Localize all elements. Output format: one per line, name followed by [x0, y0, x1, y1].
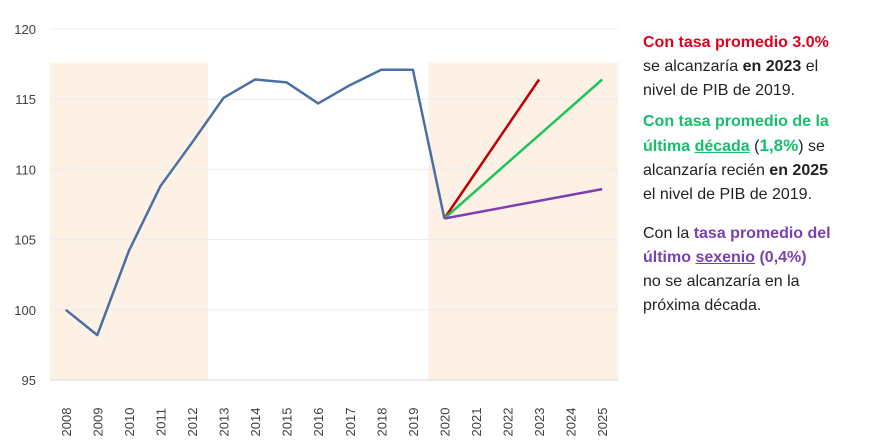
shaded-period-0 [49, 62, 209, 381]
annotation-3-0-line3: nivel de PIB de 2019. [643, 82, 796, 99]
annotation-text: último [643, 249, 696, 266]
x-tick-label: 2025 [595, 408, 610, 437]
series-line-tasa_0_4 [444, 187, 603, 220]
series-line-tasa_1_8 [443, 78, 604, 220]
annotation-3-0: Con tasa promedio 3.0% se alcanzaría en … [643, 31, 883, 103]
x-tick-label: 2023 [532, 408, 547, 437]
x-tick-label: 2019 [406, 408, 421, 437]
shaded-periods [49, 62, 619, 381]
x-tick-label: 2017 [343, 408, 358, 437]
annotation-year: en 2023 [742, 58, 802, 75]
annotation-1-8-line3: alcanzaría recién en 2025 [643, 159, 883, 183]
x-axis-ticks: 2008 2009 2010 2011 2012 2013 2014 2015 2016 2017… [59, 408, 610, 437]
x-tick-label: 2015 [280, 408, 295, 437]
x-tick-label: 2024 [564, 408, 579, 437]
annotation-3-0-line2: se alcanzaría en 2023 el [643, 55, 883, 79]
gridlines [50, 28, 618, 381]
x-tick-label: 2014 [248, 408, 263, 437]
annotation-1-8-line2: última década (1,8%) se [643, 134, 883, 159]
x-tick-label: 2013 [217, 408, 232, 437]
shaded-period-1 [428, 62, 619, 381]
annotation-0-4: Con la tasa promedio del último sexenio … [643, 222, 883, 318]
annotation-text: Con la [643, 225, 694, 242]
y-tick-label: 100 [14, 303, 36, 318]
x-tick-label: 2009 [90, 408, 105, 437]
annotation-year: en 2025 [769, 162, 829, 179]
annotation-1-8-title: Con tasa promedio de la [643, 113, 829, 130]
annotation-rate: 1,8% [759, 136, 799, 155]
annotation-1-8: Con tasa promedio de la última década (1… [643, 110, 883, 207]
x-tick-label: 2018 [374, 408, 389, 437]
x-tick-label: 2022 [501, 408, 516, 437]
annotation-text: el [801, 58, 819, 75]
annotation-title: tasa promedio del [693, 225, 831, 242]
y-tick-label: 95 [22, 373, 36, 388]
series-line-tasa_3_0 [443, 78, 541, 220]
series-line-historico [65, 68, 446, 337]
x-tick-label: 2010 [122, 408, 137, 437]
x-tick-label: 2020 [437, 408, 452, 437]
y-tick-label: 115 [15, 92, 36, 107]
annotation-rate: (0,4%) [755, 249, 807, 266]
annotation-text: ( [749, 138, 760, 155]
annotation-0-4-line2: último sexenio (0,4%) [643, 246, 883, 270]
x-tick-label: 2008 [59, 408, 74, 437]
y-tick-label: 105 [14, 233, 36, 248]
annotation-sexenio: sexenio [695, 249, 756, 266]
y-tick-label: 120 [14, 22, 36, 37]
x-tick-label: 2012 [185, 408, 200, 437]
y-tick-label: 110 [15, 162, 36, 177]
annotation-text: se alcanzaría [643, 58, 743, 75]
annotation-0-4-line4: próxima década. [643, 297, 762, 314]
annotation-3-0-title: Con tasa promedio 3.0% [643, 34, 829, 51]
annotation-0-4-line3: no se alcanzaría en la [643, 273, 800, 290]
annotation-text: alcanzaría recién [643, 162, 770, 179]
series-lines [65, 68, 604, 337]
annotation-0-4-line1: Con la tasa promedio del [643, 222, 883, 246]
annotation-decade: década [694, 138, 750, 155]
x-tick-label: 2016 [311, 408, 326, 437]
annotation-text: ) se [798, 138, 825, 155]
annotation-1-8-line4: el nivel de PIB de 2019. [643, 186, 813, 203]
x-tick-label: 2021 [469, 408, 484, 437]
annotation-text: última [643, 138, 695, 155]
y-axis-ticks: 95 100 105 110 115 120 [14, 22, 36, 388]
x-tick-label: 2011 [153, 408, 168, 436]
